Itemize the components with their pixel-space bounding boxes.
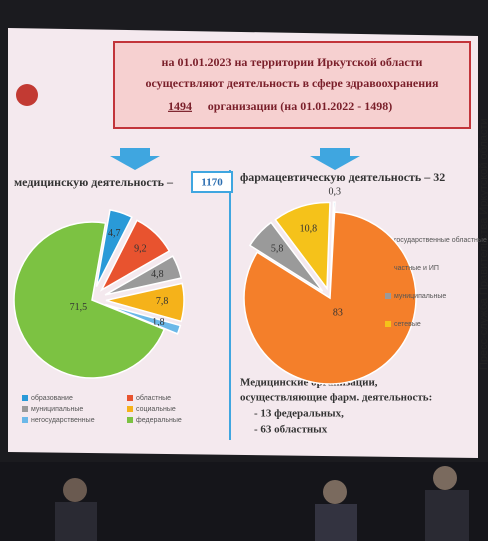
legend-label: муниципальные (394, 293, 446, 300)
value-label: 10,8 (300, 224, 318, 235)
value-label: 7,8 (156, 296, 169, 307)
legend-swatch (127, 406, 133, 412)
chart-title: фармацевтическую деятельность – 32 (240, 170, 445, 184)
header-line: на 01.01.2023 на территории Иркутской об… (162, 55, 423, 69)
legend-label: сетевые (394, 321, 421, 328)
legend-swatch (22, 406, 28, 412)
value-label: 4,8 (151, 269, 164, 280)
screenshot: на 01.01.2023 на территории Иркутской об… (0, 0, 488, 541)
legend-label: федеральные (136, 417, 182, 424)
note-item: - 63 областных (254, 424, 328, 436)
value-label: 83 (333, 308, 343, 319)
person (315, 504, 357, 541)
legend-label: образование (31, 394, 73, 402)
header-line: организации (на 01.01.2022 - 1498) (208, 99, 392, 113)
value-label: 5,8 (271, 244, 284, 255)
legend-label: областные (136, 394, 171, 402)
person (63, 478, 87, 502)
person (425, 490, 469, 541)
legend-label: негосударственные (31, 417, 95, 424)
legend-label: частные и ИП (394, 265, 439, 272)
legend-label: государственные областные (394, 236, 487, 244)
header-count: 1494 (168, 99, 192, 113)
person (323, 480, 347, 504)
chart-total: 1170 (201, 177, 223, 189)
value-label: 0,3 (328, 186, 341, 197)
note-item: - 13 федеральных, (254, 408, 344, 420)
value-label: 9,2 (134, 243, 147, 254)
note-line: осуществляющие фарм. деятельность: (240, 392, 432, 404)
person (433, 466, 457, 490)
legend-swatch (127, 417, 133, 423)
chart-title: медицинскую деятельность – (14, 175, 174, 189)
legend-label: муниципальные (31, 406, 83, 413)
legend-swatch (22, 417, 28, 423)
legend-swatch (385, 321, 391, 327)
header-line: осуществляют деятельность в сфере здраво… (145, 76, 439, 90)
legend-swatch (22, 395, 28, 401)
logo (16, 84, 38, 106)
legend-swatch (385, 265, 391, 271)
value-label: 71,5 (70, 302, 88, 313)
credit: Пресс-служба Правительства Иркутской обл… (478, 118, 488, 370)
person (55, 502, 97, 541)
legend-label: социальные (136, 406, 176, 413)
page: на 01.01.2023 на территории Иркутской об… (0, 0, 488, 541)
value-label: 4,7 (108, 228, 121, 239)
legend-swatch (127, 395, 133, 401)
legend-swatch (385, 293, 391, 299)
